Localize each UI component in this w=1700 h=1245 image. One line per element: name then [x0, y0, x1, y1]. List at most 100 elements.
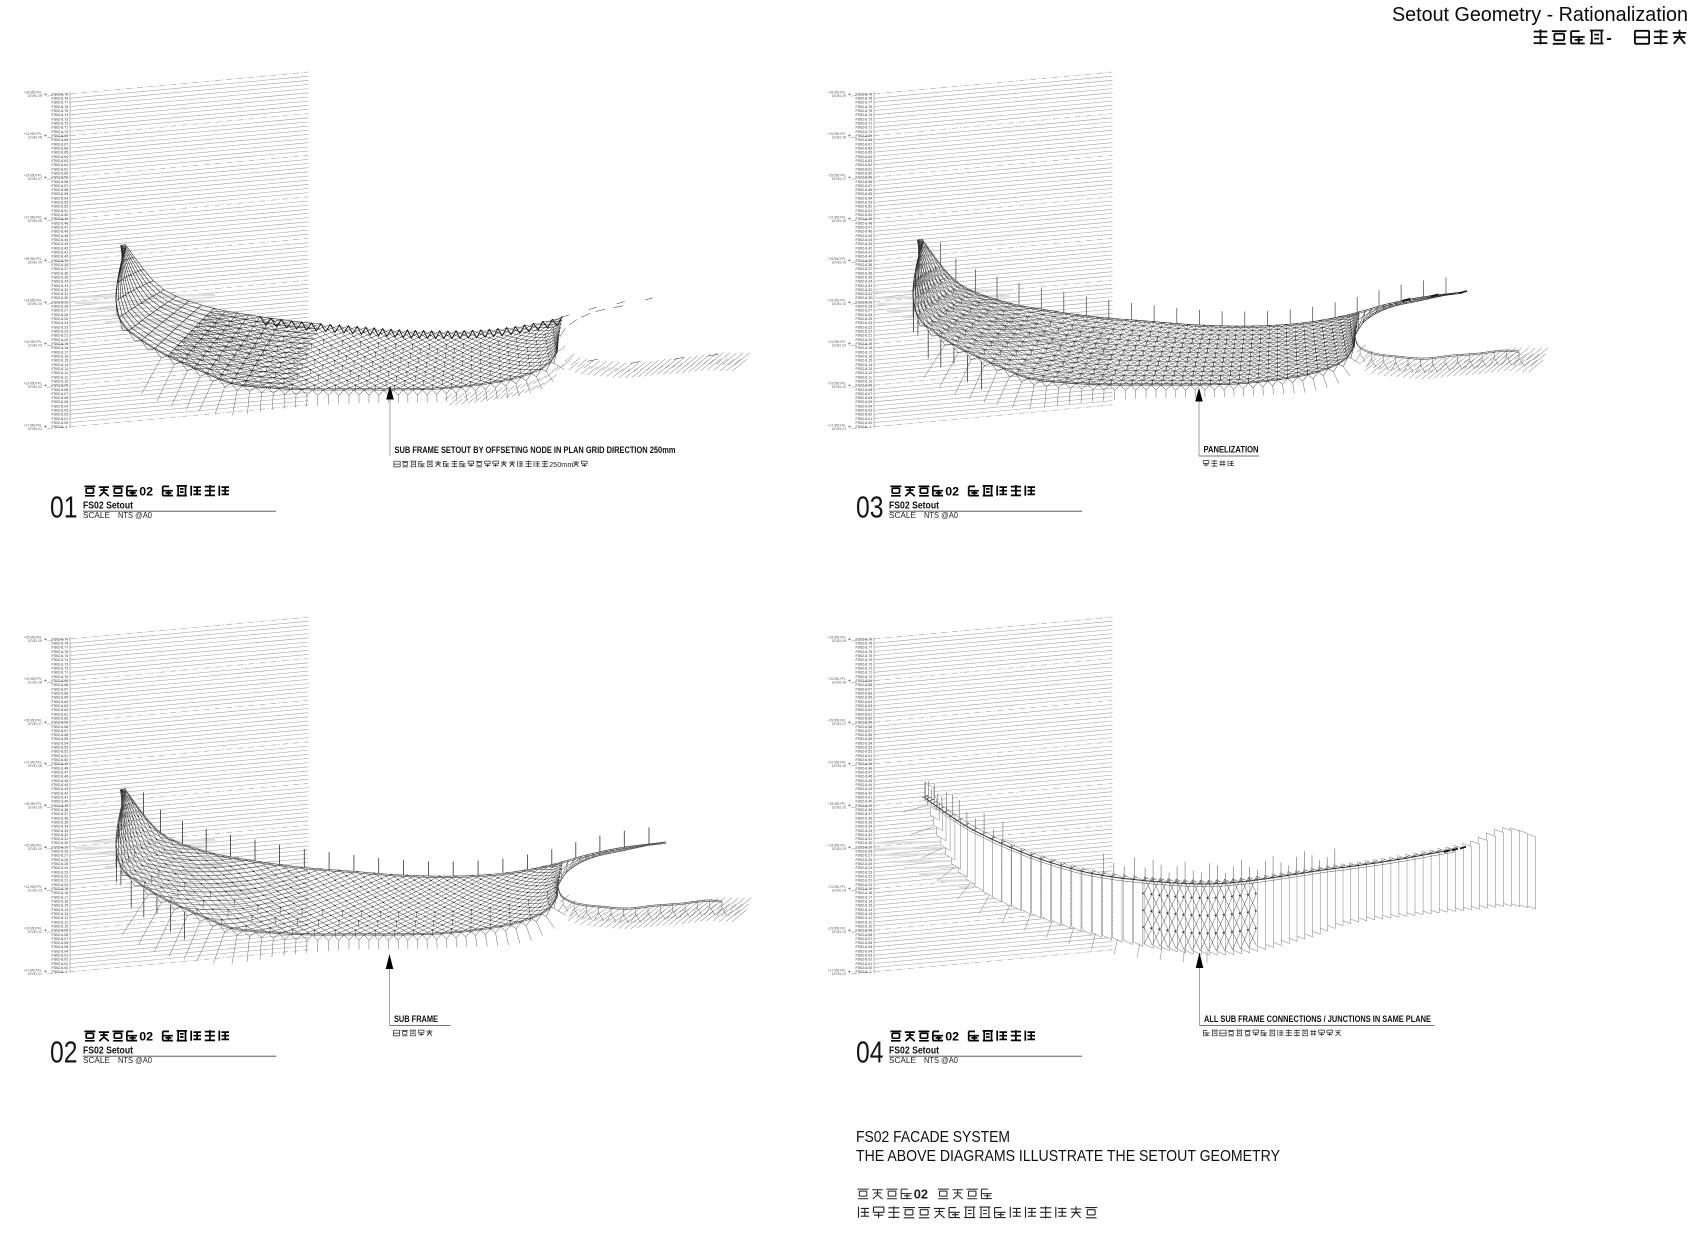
svg-text:FS02-6.66: FS02-6.66: [856, 692, 873, 696]
svg-text:FS02-6.27: FS02-6.27: [52, 309, 69, 313]
svg-text:FS02-6.43: FS02-6.43: [856, 242, 873, 246]
svg-text:FS02-6.07: FS02-6.07: [52, 392, 69, 396]
svg-text:FS02-6.44: FS02-6.44: [52, 783, 69, 787]
svg-text:LEVEL 08: LEVEL 08: [832, 136, 846, 140]
svg-text:FS02-6.50: FS02-6.50: [856, 758, 873, 762]
svg-text:FS02-6.47: FS02-6.47: [856, 771, 873, 775]
svg-text:FS02-6.57: FS02-6.57: [52, 729, 69, 733]
svg-text:FS02-6.20: FS02-6.20: [856, 338, 873, 342]
svg-text:FS02-6.69: FS02-6.69: [856, 134, 873, 138]
svg-text:+: +: [44, 92, 47, 98]
svg-text:FS02-6.45: FS02-6.45: [52, 234, 69, 238]
svg-text:LEVEL 04: LEVEL 04: [832, 847, 846, 851]
svg-text:FS02-6.32: FS02-6.32: [52, 833, 69, 837]
svg-text:FS02-6.08: FS02-6.08: [52, 388, 69, 392]
svg-text:FS02-6.24: FS02-6.24: [856, 866, 873, 870]
svg-text:FS02-6.28: FS02-6.28: [856, 305, 873, 309]
svg-text:LEVEL 02: LEVEL 02: [832, 930, 846, 934]
svg-text:+: +: [44, 341, 47, 347]
svg-text:+: +: [44, 845, 47, 851]
svg-text:FS02-6.68: FS02-6.68: [856, 683, 873, 687]
svg-text:+31.950 FFL: +31.950 FFL: [828, 132, 846, 136]
svg-text:+25.950 FFL: +25.950 FFL: [24, 802, 42, 806]
svg-text:FS02-6.53: FS02-6.53: [52, 201, 69, 205]
svg-text:FS02-6.27: FS02-6.27: [856, 854, 873, 858]
svg-text:+: +: [44, 383, 47, 389]
svg-text:FS02-6.51: FS02-6.51: [856, 209, 873, 213]
svg-text:FS02-6.23: FS02-6.23: [856, 870, 873, 874]
svg-text:FS02-6.55: FS02-6.55: [856, 192, 873, 196]
svg-text:FS02-6.04: FS02-6.04: [856, 949, 873, 953]
svg-text:FS02-6.11: FS02-6.11: [52, 375, 69, 379]
svg-text:+: +: [44, 886, 47, 892]
svg-text:+19.950 FFL: +19.950 FFL: [24, 382, 42, 386]
svg-text:FS02 Setout: FS02 Setout: [83, 1046, 134, 1057]
svg-text:FS02-6.33: FS02-6.33: [856, 284, 873, 288]
svg-text:FS02-6.00: FS02-6.00: [52, 421, 69, 425]
svg-text:SCALE: SCALE: [83, 1055, 110, 1065]
svg-text:+: +: [44, 217, 47, 223]
svg-text:ALL SUB FRAME CONNECTIONS / JU: ALL SUB FRAME CONNECTIONS / JUNCTIONS IN…: [1204, 1014, 1431, 1025]
svg-text:LEVEL 01: LEVEL 01: [832, 427, 846, 431]
svg-text:FS02-6.24: FS02-6.24: [856, 321, 873, 325]
svg-text:FS02-6.53: FS02-6.53: [856, 746, 873, 750]
svg-text:+29.950 FFL: +29.950 FFL: [828, 719, 846, 723]
svg-text:02: 02: [50, 1036, 78, 1070]
svg-text:FS02-6.31: FS02-6.31: [856, 837, 873, 841]
svg-text:FS02-6.48: FS02-6.48: [52, 221, 69, 225]
svg-text:FS02-6.53: FS02-6.53: [52, 746, 69, 750]
svg-text:FS02-6.15: FS02-6.15: [856, 359, 873, 363]
svg-text:FS02-6.39: FS02-6.39: [52, 259, 69, 263]
svg-text:02: 02: [914, 1187, 928, 1202]
svg-text:FS02-6.61: FS02-6.61: [856, 167, 873, 171]
svg-text:+23.950 FFL: +23.950 FFL: [24, 844, 42, 848]
svg-text:LEVEL 01: LEVEL 01: [28, 427, 42, 431]
svg-text:LEVEL 06: LEVEL 06: [28, 219, 42, 223]
svg-text:Setout Geometry - Rationalizat: Setout Geometry - Rationalization: [1392, 4, 1688, 26]
svg-text:FS02-6.57: FS02-6.57: [856, 729, 873, 733]
svg-text:FS02-6.70: FS02-6.70: [856, 675, 873, 679]
svg-text:FS02-6.41: FS02-6.41: [856, 251, 873, 255]
svg-text:FS02-6.02: FS02-6.02: [52, 958, 69, 962]
svg-text:LEVEL 04: LEVEL 04: [28, 302, 42, 306]
svg-text:FS02-6.04: FS02-6.04: [856, 404, 873, 408]
svg-text:FS02-6.36: FS02-6.36: [52, 816, 69, 820]
svg-text:FS02-6.36: FS02-6.36: [856, 816, 873, 820]
svg-text:FS02-6.08: FS02-6.08: [856, 933, 873, 937]
svg-text:FS02-6.31: FS02-6.31: [52, 292, 69, 296]
svg-text:FS02-6.78: FS02-6.78: [52, 97, 69, 101]
svg-text:FS02-6.29: FS02-6.29: [856, 300, 873, 304]
svg-text:FS02-6.37: FS02-6.37: [856, 267, 873, 271]
svg-text:FS02-6.15: FS02-6.15: [856, 904, 873, 908]
svg-text:FS02-6.17: FS02-6.17: [52, 895, 69, 899]
svg-text:+: +: [44, 970, 47, 976]
svg-text:FS02-6.42: FS02-6.42: [856, 246, 873, 250]
svg-text:FS02-6.32: FS02-6.32: [52, 288, 69, 292]
svg-text:+31.950 FFL: +31.950 FFL: [24, 132, 42, 136]
svg-text:FS02-6.39: FS02-6.39: [856, 804, 873, 808]
svg-text:FS02-6.18: FS02-6.18: [856, 346, 873, 350]
svg-text:+: +: [848, 928, 851, 934]
svg-text:LEVEL 08: LEVEL 08: [28, 681, 42, 685]
svg-text:+: +: [44, 762, 47, 768]
svg-text:FS02-6.59: FS02-6.59: [856, 176, 873, 180]
svg-text:FS02-6.14: FS02-6.14: [52, 363, 69, 367]
svg-text:FS02-6.28: FS02-6.28: [52, 305, 69, 309]
svg-text:FS02-6.03: FS02-6.03: [856, 409, 873, 413]
svg-text:FS02-6.13: FS02-6.13: [856, 912, 873, 916]
svg-text:FS02-6.38: FS02-6.38: [52, 808, 69, 812]
svg-text:+: +: [848, 300, 851, 306]
svg-text:FS02-6.50: FS02-6.50: [52, 213, 69, 217]
svg-text:FS02-6.25: FS02-6.25: [856, 317, 873, 321]
svg-text:FS02-6.15: FS02-6.15: [52, 904, 69, 908]
svg-text:FS02-6.79: FS02-6.79: [856, 637, 873, 641]
svg-text:FS02-6.03: FS02-6.03: [52, 409, 69, 413]
svg-text:FS02-6.10: FS02-6.10: [52, 924, 69, 928]
svg-text:FS02-6.57: FS02-6.57: [856, 184, 873, 188]
svg-text:FS02-6.22: FS02-6.22: [52, 875, 69, 879]
svg-text:FS02-6.37: FS02-6.37: [52, 267, 69, 271]
svg-text:LEVEL 02: LEVEL 02: [28, 385, 42, 389]
svg-text:FS02-6.49: FS02-6.49: [52, 217, 69, 221]
svg-text:FS02-6.75: FS02-6.75: [856, 109, 873, 113]
svg-text:LEVEL 05: LEVEL 05: [832, 805, 846, 809]
